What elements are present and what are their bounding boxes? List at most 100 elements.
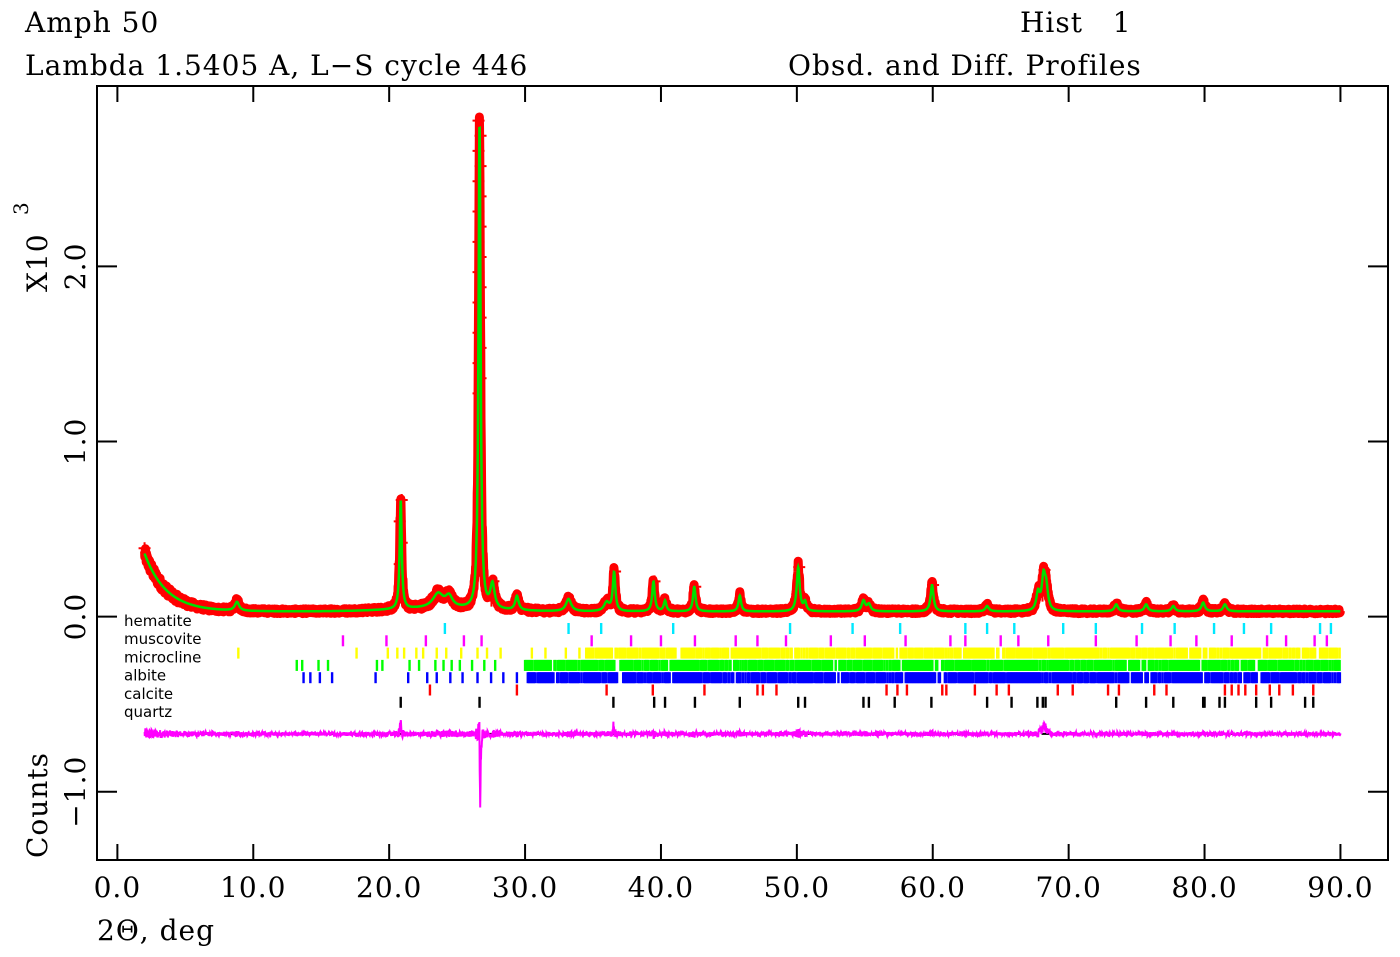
reflection-tick <box>1162 647 1165 659</box>
reflection-tick <box>866 647 869 659</box>
reflection-tick <box>1240 659 1243 671</box>
reflection-tick <box>654 647 658 659</box>
reflection-tick <box>955 659 959 671</box>
reflection-tick <box>1036 696 1039 708</box>
reflection-tick <box>980 647 983 659</box>
reflection-tick <box>842 672 845 684</box>
reflection-tick <box>1092 647 1095 659</box>
reflection-tick <box>1299 672 1302 684</box>
reflection-tick <box>318 672 322 684</box>
reflection-tick <box>443 623 447 634</box>
reflection-tick <box>1249 659 1252 671</box>
reflection-tick <box>885 659 889 671</box>
reflection-tick <box>1013 672 1016 684</box>
reflection-tick <box>1059 672 1063 684</box>
reflection-tick <box>971 647 974 659</box>
reflection-tick <box>1281 672 1284 684</box>
reflection-tick <box>1262 659 1265 671</box>
reflection-tick <box>641 672 644 684</box>
reflection-tick <box>1119 659 1122 671</box>
reflection-tick <box>572 659 576 671</box>
reflection-tick <box>780 672 784 684</box>
reflection-tick <box>1096 672 1099 684</box>
reflection-tick <box>883 659 886 671</box>
reflection-tick <box>811 672 814 684</box>
reflection-tick <box>959 672 962 684</box>
reflection-tick <box>424 635 428 647</box>
reflection-tick <box>1006 672 1009 684</box>
reflection-tick <box>591 672 594 684</box>
reflection-tick <box>939 647 943 659</box>
reflection-tick <box>1092 672 1096 684</box>
reflection-tick <box>632 647 636 659</box>
reflection-tick <box>850 672 854 684</box>
reflection-tick <box>856 647 859 659</box>
reflection-tick <box>980 659 983 671</box>
reflection-tick <box>1218 659 1221 671</box>
reflection-tick <box>813 659 817 671</box>
reflection-tick <box>918 659 922 671</box>
reflection-tick <box>668 672 671 684</box>
reflection-tick <box>911 647 914 659</box>
reflection-tick <box>619 659 622 671</box>
reflection-tick <box>972 647 976 659</box>
reflection-tick <box>824 647 828 659</box>
reflection-tick <box>814 672 817 684</box>
plot-frame <box>96 85 1389 861</box>
reflection-tick <box>925 647 928 659</box>
reflection-tick <box>973 684 977 696</box>
reflection-tick <box>1317 672 1321 684</box>
reflection-tick <box>1245 659 1248 671</box>
reflection-tick <box>462 635 466 647</box>
reflection-tick <box>923 647 927 659</box>
reflection-tick <box>515 672 519 684</box>
reflection-tick <box>560 672 564 684</box>
reflection-tick <box>796 647 800 659</box>
reflection-tick <box>954 647 957 659</box>
reflection-tick <box>1009 672 1013 684</box>
reflection-tick <box>905 684 909 696</box>
reflection-tick <box>844 647 847 659</box>
reflection-tick <box>775 684 778 696</box>
reflection-tick <box>633 647 637 659</box>
reflection-tick <box>851 647 855 659</box>
reflection-tick <box>1334 647 1338 659</box>
reflection-tick <box>748 647 752 659</box>
reflection-tick <box>835 647 839 659</box>
reflection-tick <box>682 659 686 671</box>
reflection-tick <box>1018 672 1021 684</box>
reflection-tick <box>785 647 789 659</box>
reflection-tick <box>1195 659 1198 671</box>
reflection-tick <box>724 659 727 671</box>
reflection-tick <box>1181 659 1185 671</box>
reflection-tick <box>1247 647 1251 659</box>
reflection-tick <box>928 659 932 671</box>
reflection-tick <box>782 672 785 684</box>
reflection-tick <box>871 672 874 684</box>
reflection-tick <box>1178 659 1181 671</box>
reflection-tick <box>1196 647 1199 659</box>
reflection-tick <box>629 659 632 671</box>
reflection-tick <box>1280 659 1284 671</box>
plot-title: Amph 50 <box>24 6 159 39</box>
reflection-tick <box>536 659 539 671</box>
reflection-tick <box>1123 647 1126 659</box>
reflection-tick <box>1254 696 1258 708</box>
reflection-tick <box>1250 659 1253 671</box>
reflection-tick <box>543 659 546 671</box>
reflection-tick <box>797 647 801 659</box>
reflection-tick <box>1125 647 1129 659</box>
reflection-tick <box>707 672 710 684</box>
reflection-tick <box>942 659 945 671</box>
reflection-tick <box>1086 672 1090 684</box>
reflection-tick <box>621 659 625 671</box>
reflection-tick <box>662 659 665 671</box>
x-tick-label: 10.0 <box>220 871 286 904</box>
reflection-tick <box>1008 647 1011 659</box>
reflection-tick <box>1137 647 1141 659</box>
reflection-tick <box>995 647 999 659</box>
reflection-tick <box>1103 659 1106 671</box>
reflection-tick <box>635 659 638 671</box>
reflection-tick <box>626 659 630 671</box>
reflection-tick <box>1063 672 1066 684</box>
